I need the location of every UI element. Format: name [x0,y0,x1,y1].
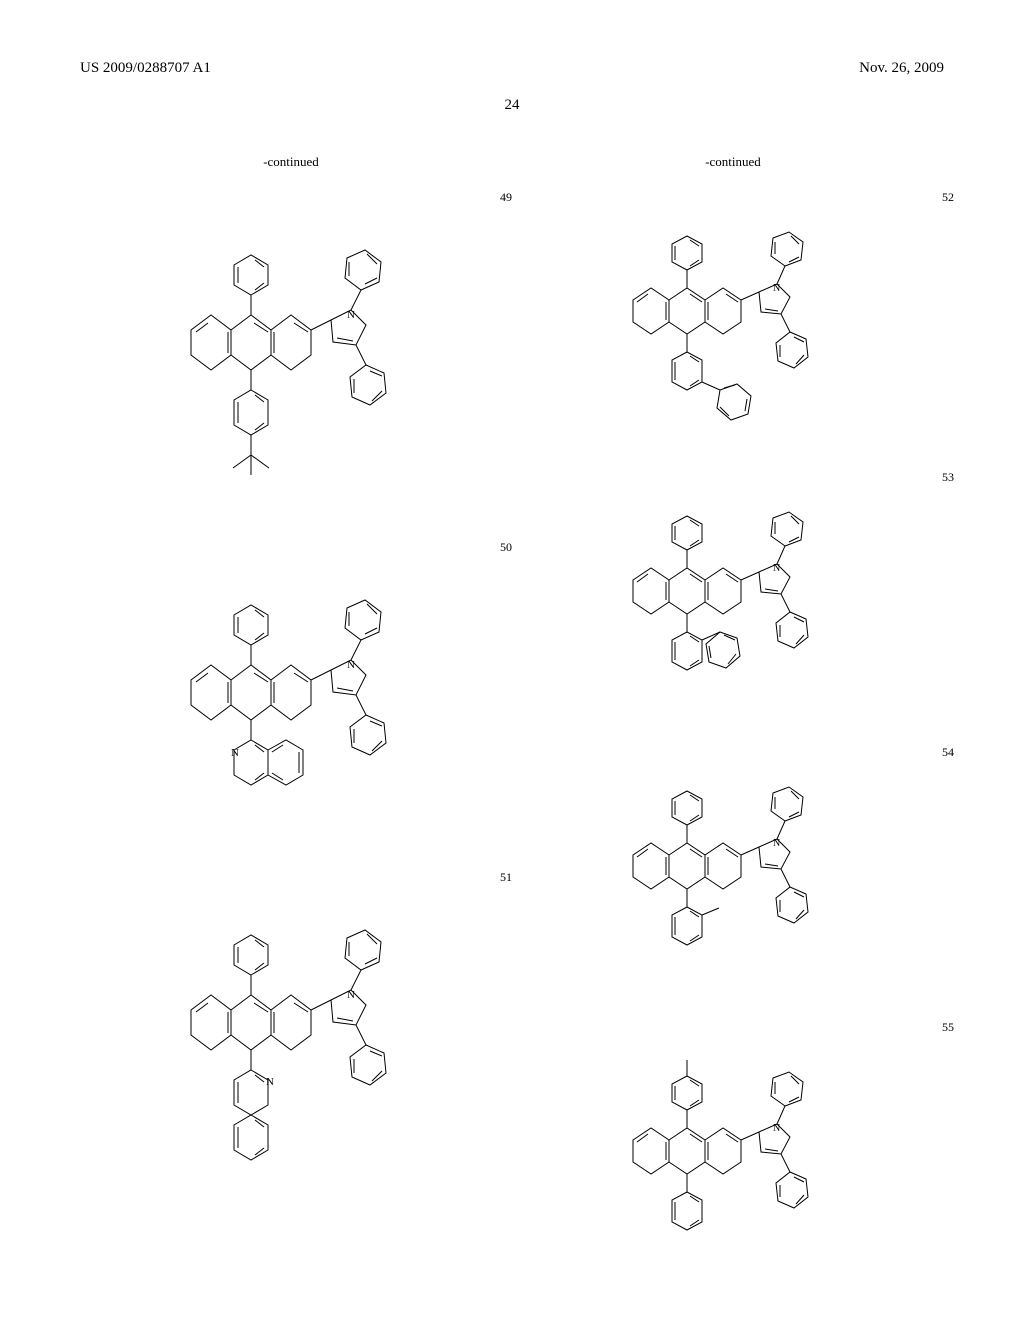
svg-text:N: N [773,283,780,294]
svg-text:N: N [773,838,780,849]
svg-text:N: N [347,309,355,321]
chem-structure-55: N [593,1020,873,1280]
structure-53: 53 N [522,470,944,715]
structure-label-52: 52 [942,190,954,205]
structure-label-55: 55 [942,1020,954,1035]
doc-date: Nov. 26, 2009 [859,60,944,77]
structure-label-53: 53 [942,470,954,485]
structure-55: 55 [522,1020,944,1280]
left-column: -continued 49 [80,154,502,1254]
continued-label-left: -continued [80,154,502,170]
doc-number: US 2009/0288707 A1 [80,60,211,77]
structure-label-50: 50 [500,540,512,555]
svg-text:N: N [231,747,239,759]
chem-structure-50: N N [151,540,431,840]
chem-structure-51: N N [151,870,431,1180]
structure-50: 50 [80,540,502,840]
chem-structure-49: N [151,190,431,510]
svg-text:N: N [773,1123,780,1134]
structure-54: 54 N [522,745,944,990]
svg-text:N: N [773,563,780,574]
right-column: -continued 52 [522,154,944,1254]
continued-label-right: -continued [522,154,944,170]
structure-52: 52 [522,190,944,440]
chem-structure-52: N [593,190,873,440]
page-header: US 2009/0288707 A1 Nov. 26, 2009 [80,60,944,77]
structure-label-51: 51 [500,870,512,885]
chem-structure-54: N [593,745,873,990]
structure-51: 51 [80,870,502,1180]
page-number: 24 [80,97,944,114]
chem-structure-53: N [593,470,873,715]
svg-text:N: N [347,659,355,671]
structure-label-54: 54 [942,745,954,760]
structure-label-49: 49 [500,190,512,205]
svg-text:N: N [347,989,355,1001]
columns-wrapper: -continued 49 [80,154,944,1254]
svg-text:N: N [266,1076,274,1088]
structure-49: 49 [80,190,502,510]
